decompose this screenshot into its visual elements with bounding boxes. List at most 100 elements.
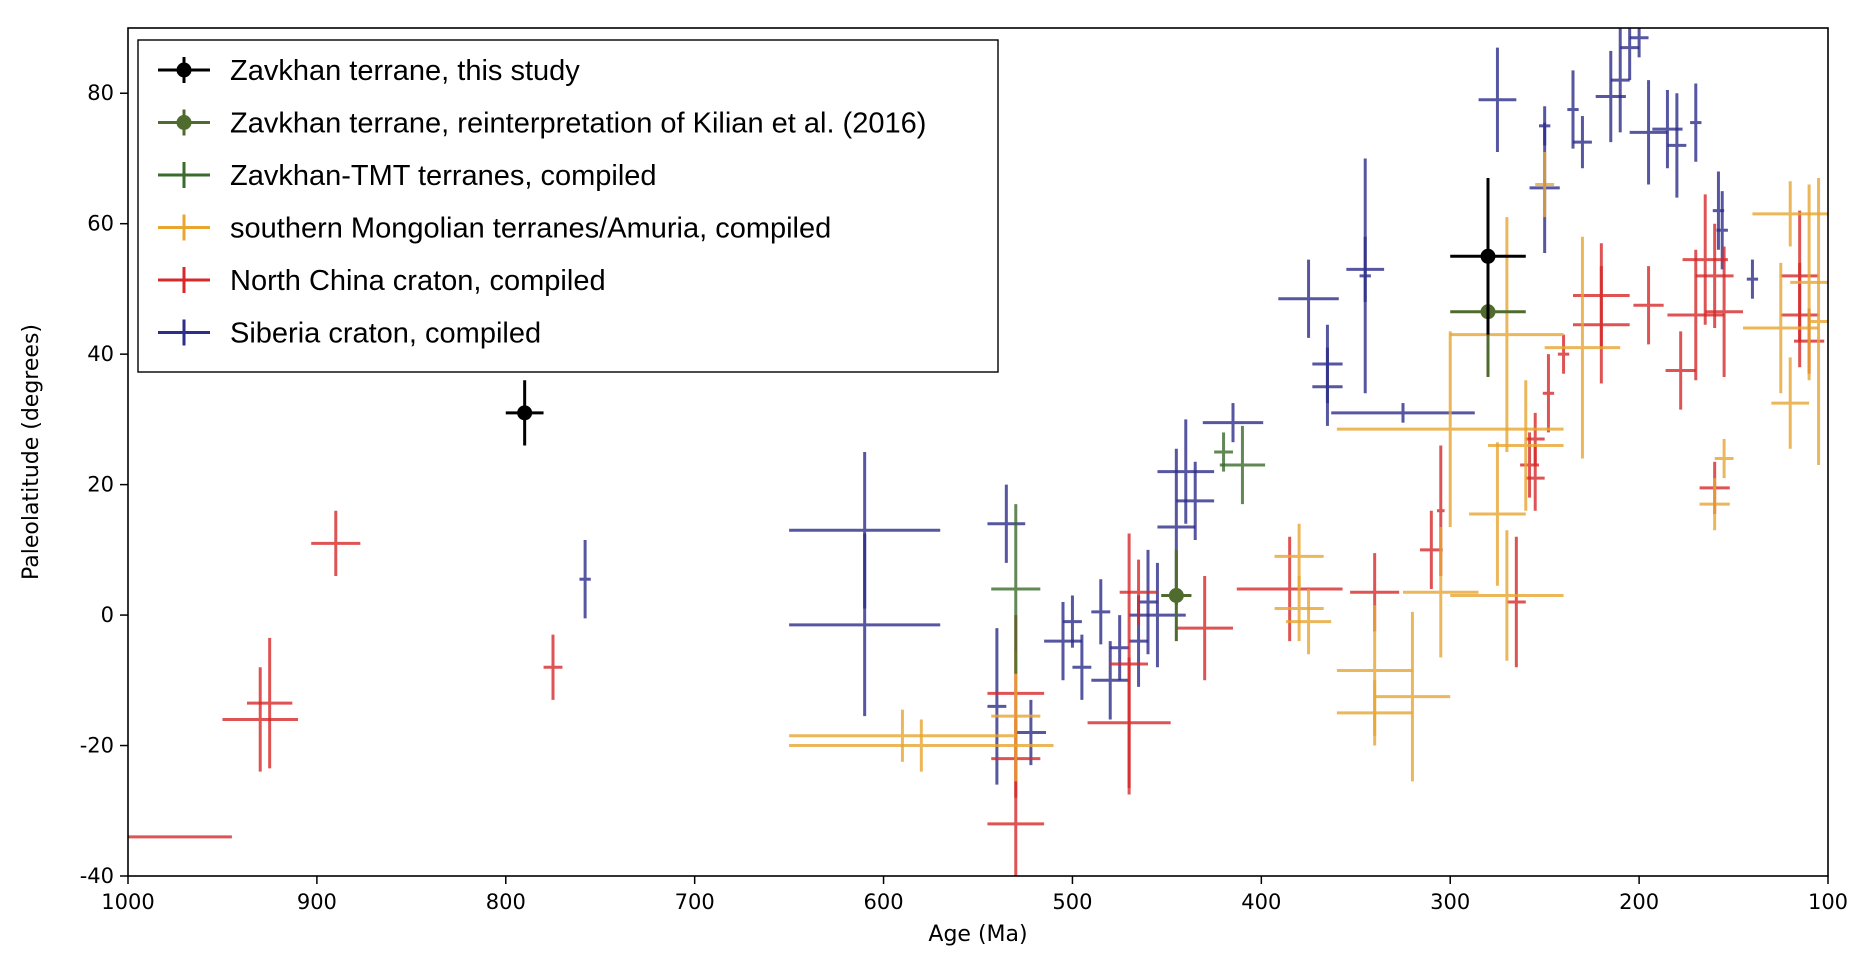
data-point xyxy=(1557,334,1570,374)
data-point xyxy=(1567,70,1579,149)
data-point xyxy=(1478,47,1517,152)
legend-box xyxy=(137,39,999,373)
data-point xyxy=(1506,536,1526,668)
data-point xyxy=(1790,184,1828,381)
data-point xyxy=(1138,549,1158,655)
data-point xyxy=(1573,116,1592,169)
x-tick-label: 200 xyxy=(1619,890,1659,914)
axis-layer: 1000 900 800 700 600 500 400 300 200 100 -40 -20 0 20… xyxy=(80,81,1848,914)
x-tick-label: 600 xyxy=(864,890,904,914)
data-point xyxy=(1539,106,1551,146)
x-tick-label: 800 xyxy=(486,890,526,914)
series-siberia-craton-compiled xyxy=(579,28,1759,785)
data-point xyxy=(1682,194,1728,325)
legend-item: Zavkhan terrane, this study xyxy=(158,55,580,87)
legend-item: Siberia craton, compiled xyxy=(158,318,541,350)
data-point xyxy=(1629,80,1668,185)
data-point xyxy=(1403,527,1479,658)
data-point xyxy=(1488,380,1564,511)
data-point xyxy=(1743,262,1819,394)
data-point xyxy=(1542,354,1555,433)
series-zavkhan-terrane-this-study xyxy=(505,178,1526,446)
legend-item: Zavkhan terrane, reinterpretation of Kil… xyxy=(158,108,926,140)
legend-label: Zavkhan terrane, this study xyxy=(230,55,580,87)
data-point xyxy=(1285,588,1332,655)
data-point xyxy=(1525,412,1545,466)
point-marker xyxy=(1168,588,1184,604)
x-tick-label: 100 xyxy=(1808,890,1848,914)
legend-label: Siberia craton, compiled xyxy=(230,318,541,350)
data-point xyxy=(789,709,1016,762)
data-point xyxy=(1072,634,1092,700)
data-point xyxy=(1535,151,1555,218)
data-point xyxy=(1091,641,1130,720)
data-point xyxy=(1063,595,1082,648)
y-tick-label: 60 xyxy=(87,212,114,236)
data-point xyxy=(311,510,361,576)
y-tick-label: 80 xyxy=(87,81,114,105)
data-point xyxy=(1771,357,1810,449)
point-marker xyxy=(1480,248,1496,264)
data-point xyxy=(1450,217,1564,452)
data-point xyxy=(1374,611,1451,782)
legend-label: Zavkhan-TMT terranes, compiled xyxy=(230,160,657,192)
data-point xyxy=(789,719,1054,772)
data-point xyxy=(1161,549,1192,642)
data-point xyxy=(247,637,293,769)
data-point xyxy=(1544,236,1621,459)
legend-swatch-marker xyxy=(176,115,192,130)
series-zavkhan-terrane-reinterpretation-of-kilian-et-al-2016 xyxy=(1161,246,1526,642)
data-point xyxy=(1705,246,1743,377)
data-point xyxy=(1157,419,1215,524)
data-point xyxy=(1119,559,1158,625)
data-point xyxy=(1714,438,1734,479)
x-axis-title: Age (Ma) xyxy=(928,922,1027,947)
legend-swatch-marker xyxy=(176,62,192,78)
legend-label: southern Mongolian terranes/Amuria, comp… xyxy=(230,213,831,245)
data-point xyxy=(789,533,941,717)
x-tick-label: 700 xyxy=(675,890,715,914)
data-point xyxy=(1044,602,1082,681)
data-point xyxy=(1629,28,1649,58)
x-tick-label: 1000 xyxy=(101,890,154,914)
data-point xyxy=(1450,530,1564,661)
data-point xyxy=(1359,158,1371,394)
data-point xyxy=(1110,533,1148,795)
y-tick-label: -20 xyxy=(80,734,114,758)
data-point xyxy=(1176,575,1233,681)
x-tick-label: 500 xyxy=(1052,890,1092,914)
legend-label: North China craton, compiled xyxy=(230,265,606,297)
y-tick-label: -40 xyxy=(80,864,114,888)
y-axis-title: Paleolatitude (degrees) xyxy=(19,324,44,580)
data-point xyxy=(1312,347,1343,426)
legend-label: Zavkhan terrane, reinterpretation of Kil… xyxy=(230,108,926,140)
y-tick-label: 0 xyxy=(101,603,114,627)
data-point xyxy=(1746,259,1759,299)
data-layer xyxy=(128,28,1828,876)
legend-item: North China craton, compiled xyxy=(158,265,606,297)
data-point xyxy=(1110,615,1130,681)
data-point xyxy=(1699,478,1730,531)
y-tick-label: 20 xyxy=(87,473,114,497)
data-point xyxy=(1469,442,1526,586)
data-point xyxy=(1420,510,1443,589)
data-point xyxy=(222,667,298,772)
data-point xyxy=(579,540,591,619)
plot-frame xyxy=(127,27,1829,877)
data-point xyxy=(1610,28,1630,133)
data-point xyxy=(1274,575,1324,642)
data-point xyxy=(987,628,1007,785)
data-point xyxy=(1620,28,1640,81)
legend-item: Zavkhan-TMT terranes, compiled xyxy=(158,160,657,192)
data-point xyxy=(1331,403,1475,423)
data-point xyxy=(991,504,1041,674)
legend: Zavkhan terrane, this study Zavkhan terra… xyxy=(137,39,999,373)
data-point xyxy=(1176,461,1215,541)
data-point xyxy=(1633,266,1664,345)
data-point xyxy=(1015,699,1046,766)
data-point xyxy=(1091,579,1111,645)
data-point xyxy=(1690,83,1702,162)
data-point xyxy=(1665,331,1696,410)
